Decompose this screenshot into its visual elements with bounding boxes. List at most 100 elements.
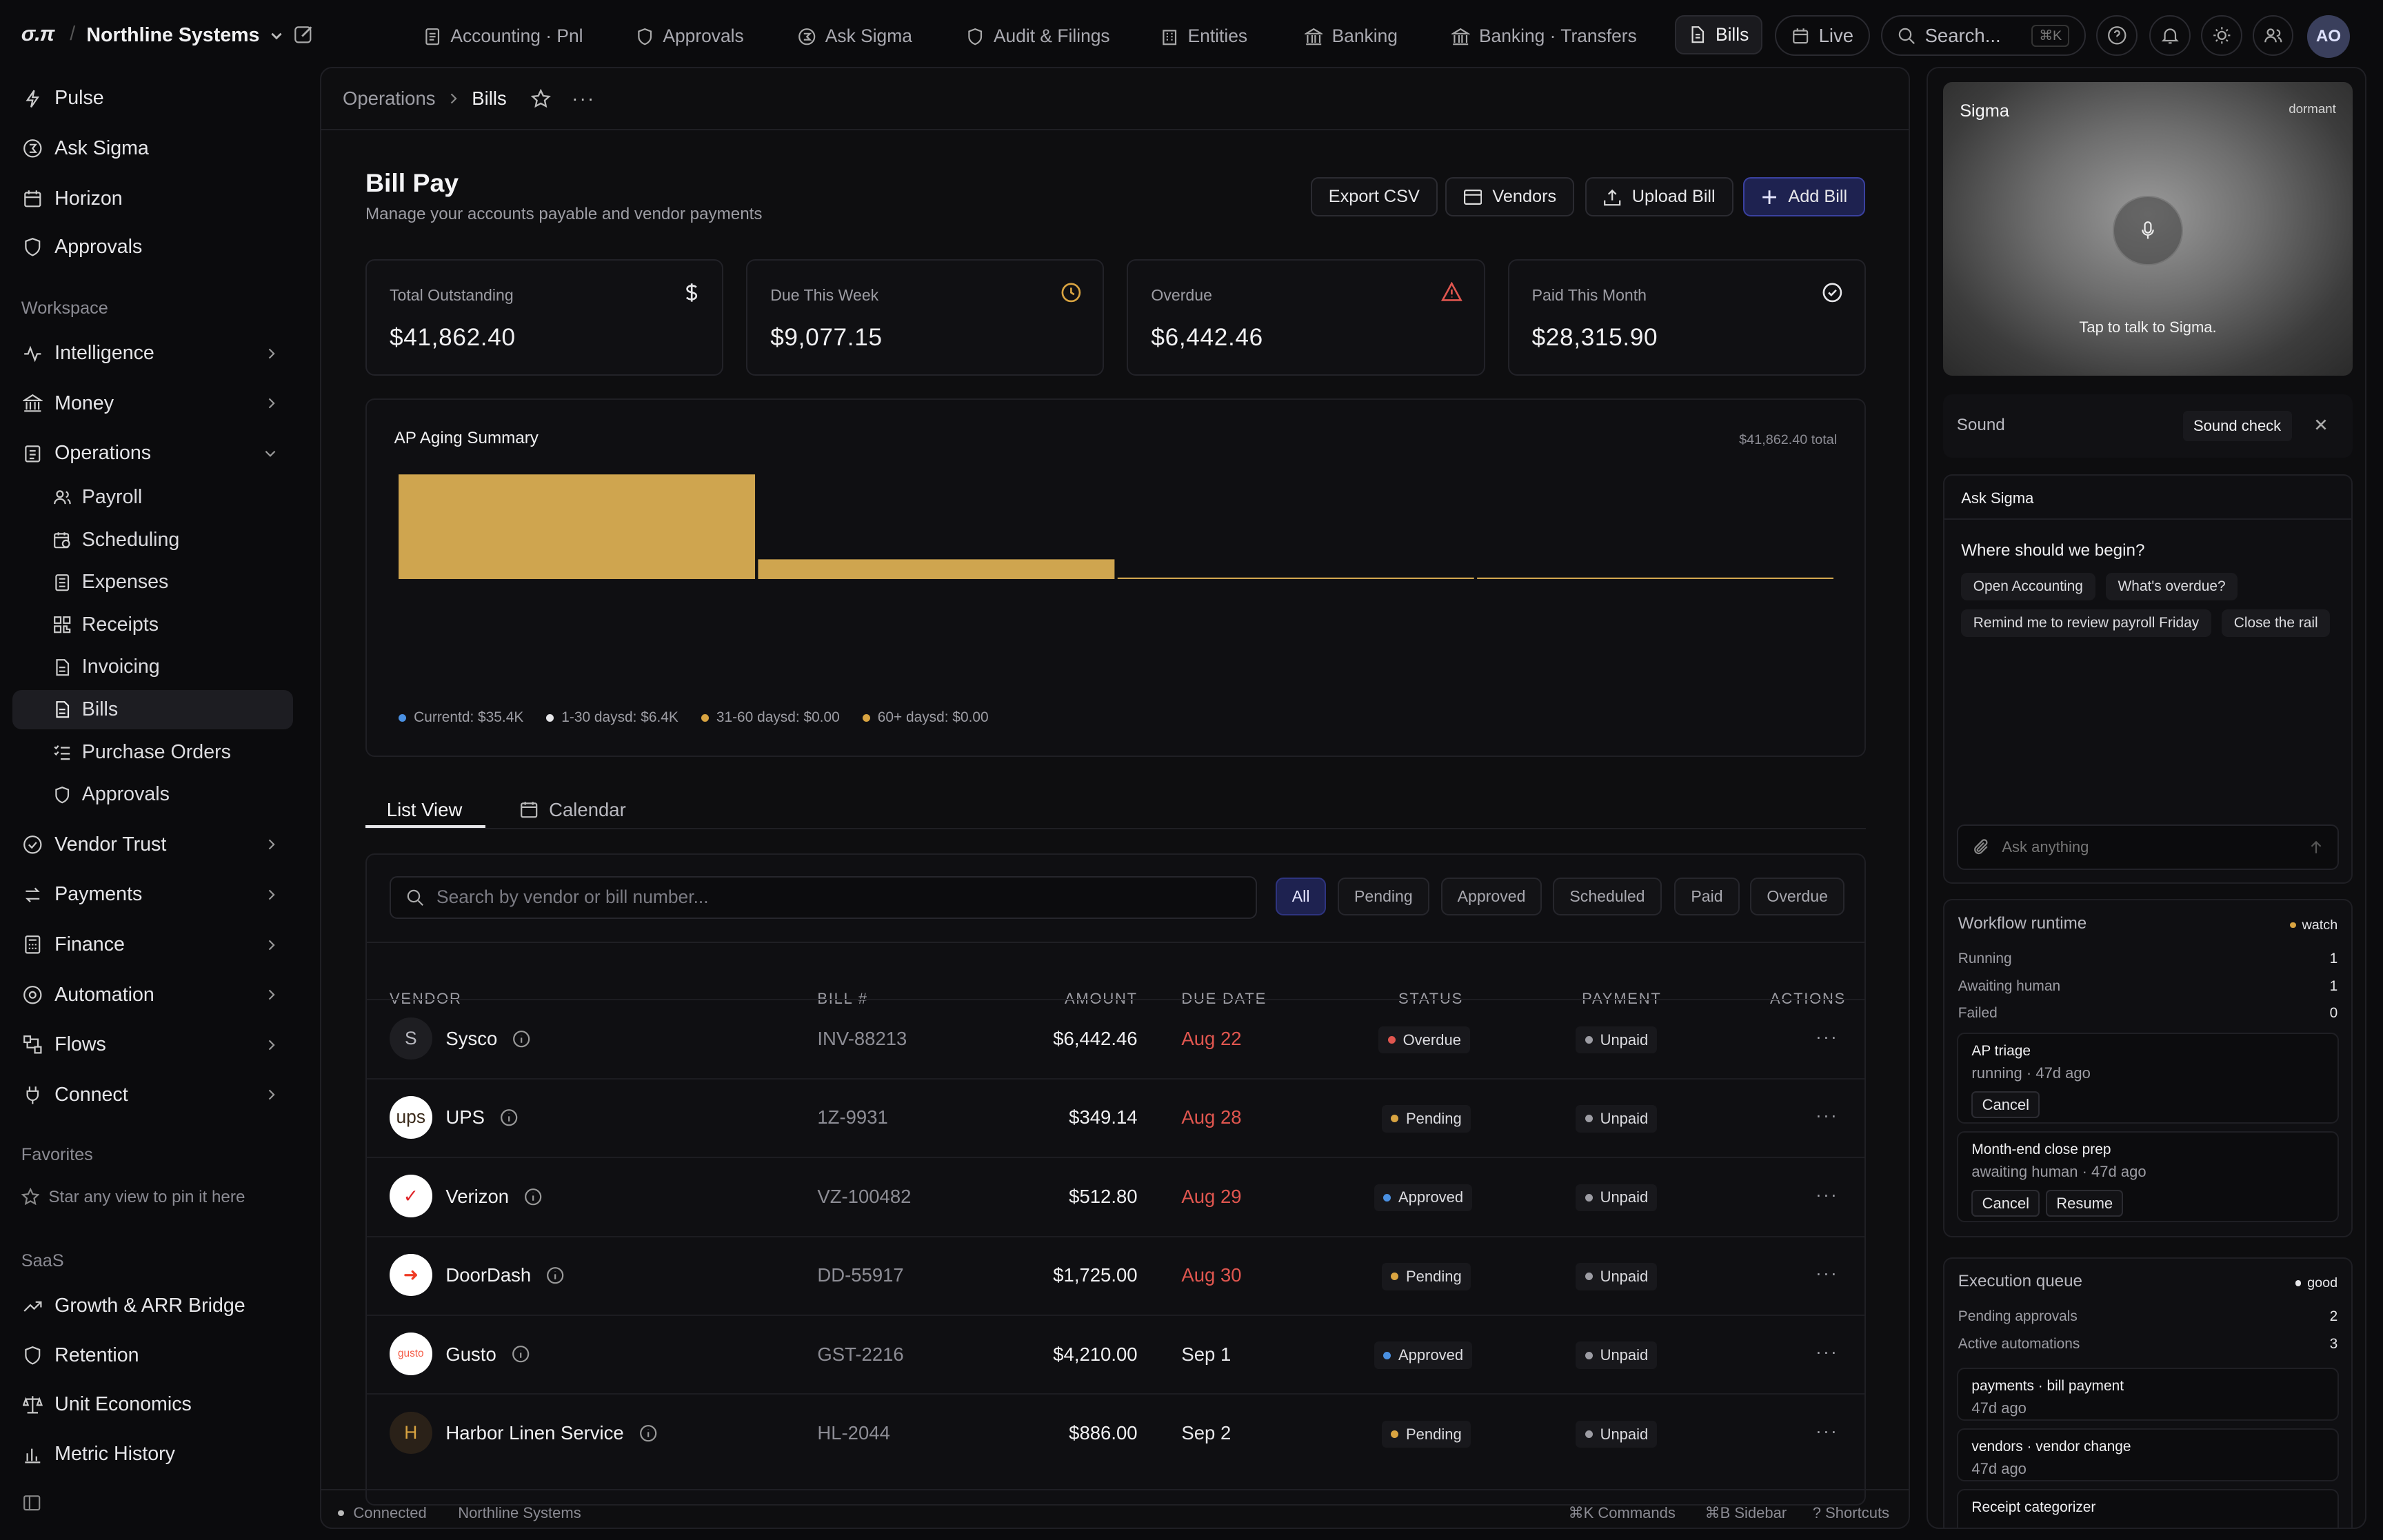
- upload-bill-button[interactable]: Upload Bill: [1585, 177, 1733, 217]
- sidebar-item-flows[interactable]: Flows: [12, 1025, 293, 1064]
- add-bill-button[interactable]: Add Bill: [1742, 177, 1866, 217]
- sidebar-item-connect[interactable]: Connect: [12, 1075, 293, 1115]
- breadcrumb-parent[interactable]: Operations: [342, 88, 436, 110]
- resume-button[interactable]: Resume: [2046, 1189, 2124, 1217]
- table-row[interactable]: ups UPS 1Z-9931 $349.14 Aug 28 Pending U…: [366, 1077, 1864, 1157]
- users-button[interactable]: [2253, 15, 2294, 57]
- shortcuts-help[interactable]: ? Shortcuts: [1812, 1503, 1890, 1521]
- filter-all[interactable]: All: [1275, 878, 1327, 916]
- live-button[interactable]: Live: [1775, 15, 1871, 57]
- tab-accounting-pnl[interactable]: Accounting · Pnl: [414, 20, 592, 53]
- notifications-button[interactable]: [2149, 15, 2191, 57]
- sidebar-item-scheduling[interactable]: Scheduling: [53, 522, 179, 558]
- tab-banking-transfers[interactable]: Banking · Transfers: [1442, 20, 1646, 53]
- sidebar-item-payments[interactable]: Payments: [12, 875, 293, 914]
- sidebar-item-approvals[interactable]: Approvals: [12, 227, 293, 267]
- sidebar-item-growth[interactable]: Growth & ARR Bridge: [12, 1286, 293, 1326]
- sidebar-item-payroll[interactable]: Payroll: [53, 479, 142, 516]
- sidebar-item-expenses[interactable]: Expenses: [53, 564, 168, 600]
- star-icon[interactable]: [530, 89, 551, 109]
- help-button[interactable]: [2096, 15, 2138, 57]
- filter-overdue[interactable]: Overdue: [1750, 878, 1844, 916]
- row-actions-icon[interactable]: ···: [1815, 1105, 1838, 1126]
- tab-banking[interactable]: Banking: [1296, 20, 1407, 53]
- filter-approved[interactable]: Approved: [1440, 878, 1542, 916]
- info-icon[interactable]: [524, 1188, 542, 1206]
- suggestion-chip[interactable]: Open Accounting: [1961, 573, 2095, 600]
- queue-item[interactable]: Receipt categorizer: [1956, 1488, 2340, 1528]
- global-search[interactable]: Search... ⌘K: [1881, 15, 2086, 57]
- microphone-button[interactable]: [2113, 195, 2183, 265]
- row-actions-icon[interactable]: ···: [1815, 1184, 1838, 1205]
- org-switcher[interactable]: Northline Systems: [86, 24, 283, 47]
- cancel-button[interactable]: Cancel: [1971, 1091, 2040, 1119]
- sidebar-item-operations[interactable]: Operations: [12, 434, 293, 473]
- avatar[interactable]: AO: [2307, 15, 2350, 58]
- sidebar-item-automation[interactable]: Automation: [12, 975, 293, 1015]
- commands-shortcut[interactable]: ⌘K Commands: [1568, 1503, 1676, 1521]
- filter-paid[interactable]: Paid: [1674, 878, 1740, 916]
- sidebar-item-horizon[interactable]: Horizon: [12, 179, 293, 219]
- sidebar-item-ops-approvals[interactable]: Approvals: [53, 776, 170, 813]
- info-icon[interactable]: [512, 1345, 530, 1363]
- filter-pending[interactable]: Pending: [1337, 878, 1429, 916]
- status-dot: [1390, 1115, 1398, 1123]
- suggestion-chip[interactable]: Remind me to review payroll Friday: [1961, 609, 2211, 637]
- table-row[interactable]: H Harbor Linen Service HL-2044 $886.00 S…: [366, 1393, 1864, 1472]
- sidebar-item-bills[interactable]: Bills: [53, 691, 118, 728]
- info-icon[interactable]: [639, 1424, 657, 1442]
- table-row[interactable]: gusto Gusto GST-2216 $4,210.00 Sep 1 App…: [366, 1314, 1864, 1393]
- ask-input[interactable]: Ask anything: [1956, 824, 2339, 871]
- sound-check-button[interactable]: Sound check: [2182, 410, 2292, 441]
- close-icon[interactable]: [2313, 417, 2329, 432]
- sidebar-item-vendor-trust[interactable]: Vendor Trust: [12, 825, 293, 864]
- sidebar-item-retention[interactable]: Retention: [12, 1336, 293, 1375]
- sidebar-item-invoicing[interactable]: Invoicing: [53, 649, 160, 686]
- sidebar-item-purchase-orders[interactable]: Purchase Orders: [53, 734, 231, 771]
- paperclip-icon[interactable]: [1973, 838, 1990, 856]
- queue-item[interactable]: payments · bill payment 47d ago: [1956, 1367, 2340, 1421]
- table-row[interactable]: ➜ DoorDash DD-55917 $1,725.00 Aug 30 Pen…: [366, 1235, 1864, 1315]
- theme-button[interactable]: [2201, 15, 2242, 57]
- tab-ask-sigma[interactable]: Ask Sigma: [789, 20, 921, 53]
- sigma-voice-card[interactable]: Sigma dormant Tap to talk to Sigma.: [1943, 81, 2353, 376]
- suggestion-chip[interactable]: Close the rail: [2222, 609, 2331, 637]
- sidebar-toggle-icon[interactable]: [23, 1494, 41, 1512]
- sidebar-shortcut[interactable]: ⌘B Sidebar: [1705, 1503, 1787, 1521]
- row-actions-icon[interactable]: ···: [1815, 1026, 1838, 1047]
- tab-calendar[interactable]: Calendar: [520, 790, 626, 829]
- tab-audit-filings[interactable]: Audit & Filings: [957, 20, 1119, 53]
- sidebar-item-ask-sigma[interactable]: Ask Sigma: [12, 129, 293, 168]
- suggestion-chip[interactable]: What's overdue?: [2105, 573, 2238, 600]
- sidebar-item-metric-history[interactable]: Metric History: [12, 1435, 293, 1474]
- info-icon[interactable]: [546, 1266, 564, 1284]
- info-icon[interactable]: [500, 1108, 518, 1126]
- add-bill-label: Add Bill: [1788, 187, 1848, 207]
- bill-search-input[interactable]: Search by vendor or bill number...: [389, 876, 1258, 919]
- table-row[interactable]: S Sysco INV-88213 $6,442.46 Aug 22 Overd…: [366, 999, 1864, 1077]
- info-icon[interactable]: [512, 1030, 530, 1048]
- sidebar-item-money[interactable]: Money: [12, 384, 293, 423]
- sidebar-item-finance[interactable]: Finance: [12, 925, 293, 964]
- sidebar-item-receipts[interactable]: Receipts: [53, 607, 159, 643]
- sidebar-item-pulse[interactable]: Pulse: [12, 79, 293, 118]
- row-actions-icon[interactable]: ···: [1815, 1341, 1838, 1363]
- tab-list-view[interactable]: List View: [387, 790, 463, 829]
- sidebar-item-unit-economics[interactable]: Unit Economics: [12, 1385, 293, 1424]
- tab-approvals[interactable]: Approvals: [627, 20, 753, 53]
- brand-logo[interactable]: σ.π: [21, 21, 55, 45]
- tab-bills[interactable]: Bills: [1674, 15, 1762, 55]
- export-csv-button[interactable]: Export CSV: [1310, 177, 1438, 217]
- table-row[interactable]: ✓ Verizon VZ-100482 $512.80 Aug 29 Appro…: [366, 1157, 1864, 1235]
- tab-entities[interactable]: Entities: [1152, 20, 1257, 53]
- queue-item[interactable]: vendors · vendor change 47d ago: [1956, 1428, 2340, 1481]
- vendors-button[interactable]: Vendors: [1445, 177, 1575, 217]
- more-icon[interactable]: ···: [572, 88, 596, 110]
- row-actions-icon[interactable]: ···: [1815, 1420, 1838, 1441]
- cancel-button[interactable]: Cancel: [1971, 1189, 2040, 1217]
- send-arrow-icon[interactable]: [2309, 840, 2324, 855]
- filter-scheduled[interactable]: Scheduled: [1553, 878, 1662, 916]
- compose-icon[interactable]: [293, 24, 314, 45]
- row-actions-icon[interactable]: ···: [1815, 1262, 1838, 1284]
- sidebar-item-intelligence[interactable]: Intelligence: [12, 334, 293, 373]
